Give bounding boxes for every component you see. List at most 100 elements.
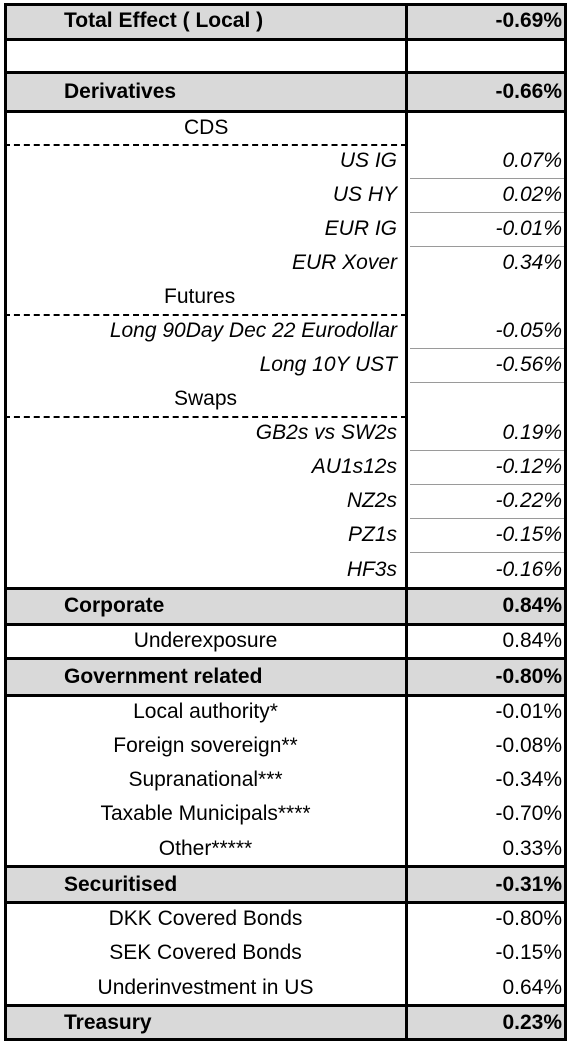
row-label: Government related — [64, 665, 263, 688]
row-value: 0.33% — [502, 837, 562, 860]
row-value: -0.34% — [495, 768, 562, 791]
row-label: Derivatives — [64, 80, 177, 103]
grid-line — [4, 1004, 567, 1007]
table-row: Treasury 0.23% — [4, 1005, 567, 1041]
table-row: AU1s12s -0.12% — [4, 450, 567, 484]
row-label: SEK Covered Bonds — [109, 941, 302, 964]
row-label: HF3s — [346, 558, 397, 581]
table-row: Underexposure 0.84% — [4, 623, 567, 659]
row-value: -0.56% — [495, 353, 562, 376]
table-row: CDS — [4, 111, 567, 144]
row-value: -0.80% — [495, 907, 562, 930]
table-row: Other***** 0.33% — [4, 831, 567, 867]
row-value: -0.01% — [495, 700, 562, 723]
row-value: -0.15% — [495, 523, 562, 546]
grid-line — [410, 484, 567, 485]
row-value — [407, 382, 567, 416]
row-value: 0.34% — [502, 251, 562, 274]
row-label: Securitised — [64, 872, 178, 896]
row-label: Underinvestment in US — [97, 975, 314, 999]
grid-line — [4, 694, 567, 697]
grid-line — [410, 246, 567, 247]
row-value: -0.01% — [495, 217, 562, 240]
grid-line — [410, 212, 567, 213]
table-row: Securitised -0.31% — [4, 867, 567, 902]
row-value: -0.22% — [495, 489, 562, 512]
table-row: SEK Covered Bonds -0.15% — [4, 936, 567, 970]
row-label: CDS — [184, 115, 229, 139]
row-value: -0.31% — [495, 872, 562, 896]
attribution-table: Total Effect ( Local ) -0.69% Derivatives -… — [4, 3, 567, 1041]
table-row: Government related -0.80% — [4, 659, 567, 695]
grid-line — [410, 518, 567, 519]
row-value: 0.07% — [502, 149, 562, 172]
grid-line — [564, 3, 567, 1041]
table-row: Swaps — [4, 382, 567, 416]
grid-line — [410, 178, 567, 179]
table-row: US IG 0.07% — [4, 144, 567, 178]
row-label: Treasury — [64, 1011, 152, 1034]
row-value: 0.02% — [502, 183, 562, 206]
table-row: Long 10Y UST -0.56% — [4, 348, 567, 382]
row-value: -0.80% — [495, 665, 562, 688]
table-row: Underinvestment in US 0.64% — [4, 970, 567, 1005]
grid-line — [4, 71, 567, 74]
grid-line — [410, 348, 567, 349]
grid-line — [4, 3, 567, 6]
table-row — [4, 38, 567, 73]
row-label: US IG — [339, 149, 397, 172]
table-row: US HY 0.02% — [4, 178, 567, 212]
table-row: Derivatives -0.66% — [4, 73, 567, 111]
grid-line — [410, 382, 567, 383]
row-label: Foreign sovereign** — [113, 734, 298, 757]
row-label: AU1s12s — [311, 455, 397, 478]
table-row: Futures — [4, 280, 567, 314]
grid-line — [4, 901, 567, 904]
grid-line — [4, 657, 567, 660]
row-label: Long 10Y UST — [259, 353, 397, 376]
grid-line — [4, 1038, 567, 1041]
row-value: 0.64% — [502, 975, 562, 999]
row-value: -0.15% — [495, 941, 562, 964]
table-row: PZ1s -0.15% — [4, 518, 567, 552]
row-label: NZ2s — [346, 489, 397, 512]
row-label: Corporate — [64, 593, 165, 617]
row-value: -0.70% — [495, 802, 562, 825]
row-value: 0.84% — [502, 593, 562, 617]
row-label: Total Effect ( Local ) — [64, 8, 264, 32]
grid-line — [410, 552, 567, 553]
grid-line — [4, 3, 7, 1041]
row-value: -0.08% — [495, 734, 562, 757]
row-label: DKK Covered Bonds — [108, 907, 303, 930]
grid-line — [410, 450, 567, 451]
row-value — [407, 280, 567, 314]
row-value: 0.84% — [502, 629, 562, 652]
table-row: NZ2s -0.22% — [4, 484, 567, 518]
row-label: Long 90Day Dec 22 Eurodollar — [109, 319, 397, 342]
row-value — [407, 38, 567, 73]
row-label: Taxable Municipals**** — [100, 802, 311, 825]
row-label: Swaps — [174, 387, 238, 410]
row-value: -0.12% — [495, 455, 562, 478]
row-value: -0.05% — [495, 319, 562, 342]
grid-line — [405, 3, 408, 1041]
row-value: -0.66% — [495, 80, 562, 103]
grid-line — [4, 623, 567, 626]
row-label: Local authority* — [133, 700, 278, 723]
table-row: Local authority* -0.01% — [4, 695, 567, 729]
row-value: 0.23% — [502, 1011, 562, 1034]
table-row: EUR IG -0.01% — [4, 212, 567, 246]
row-label: PZ1s — [347, 523, 397, 546]
table-row: Taxable Municipals**** -0.70% — [4, 797, 567, 831]
table-row: Supranational*** -0.34% — [4, 763, 567, 797]
row-label: Other***** — [158, 837, 253, 860]
row-value: -0.69% — [495, 8, 562, 32]
table-row: DKK Covered Bonds -0.80% — [4, 902, 567, 936]
table-row: Total Effect ( Local ) -0.69% — [4, 3, 567, 38]
row-label: EUR IG — [324, 217, 397, 240]
row-label: US HY — [332, 183, 397, 206]
grid-line — [4, 314, 407, 316]
grid-line — [4, 38, 567, 41]
grid-line — [4, 110, 567, 113]
grid-line — [4, 416, 407, 418]
